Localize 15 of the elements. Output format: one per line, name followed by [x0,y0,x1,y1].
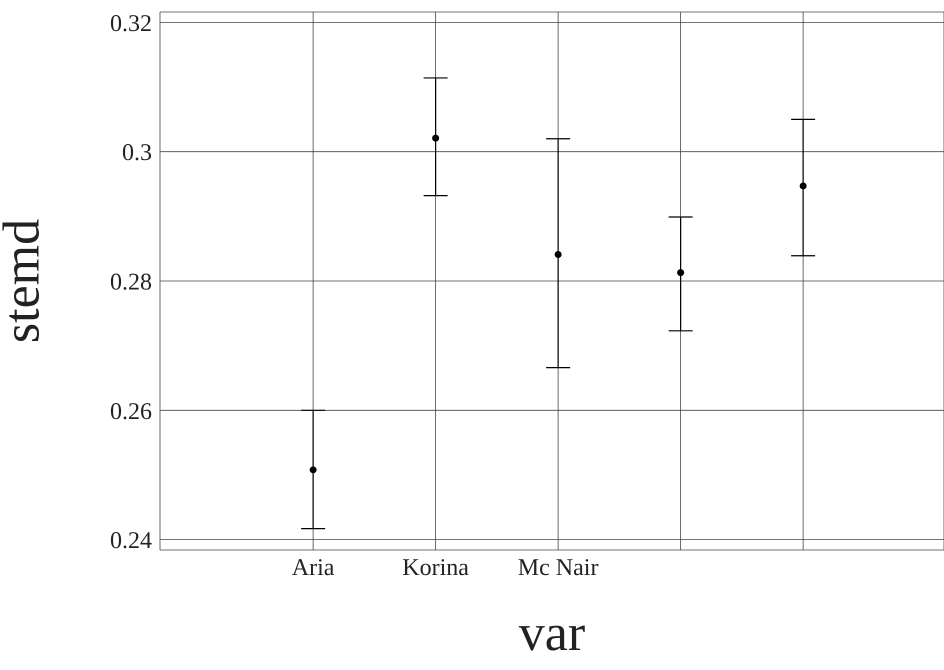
x-axis-title: var [518,605,586,662]
point [432,134,440,142]
y-tick-label: 0.26 [110,398,152,425]
y-tick-label: 0.32 [110,10,152,37]
x-tick-label: Aria [292,555,335,582]
point [554,250,562,258]
y-axis-title: stemd [0,218,50,344]
y-tick-label: 0.24 [110,528,152,554]
y-tick-label: 0.28 [110,270,152,296]
x-tick-label: Mc Nair [518,555,598,582]
y-tick-label: 0.3 [122,140,152,166]
point [677,269,684,276]
point [800,182,807,190]
point [310,466,317,474]
x-tick-label: Korina [402,555,470,582]
